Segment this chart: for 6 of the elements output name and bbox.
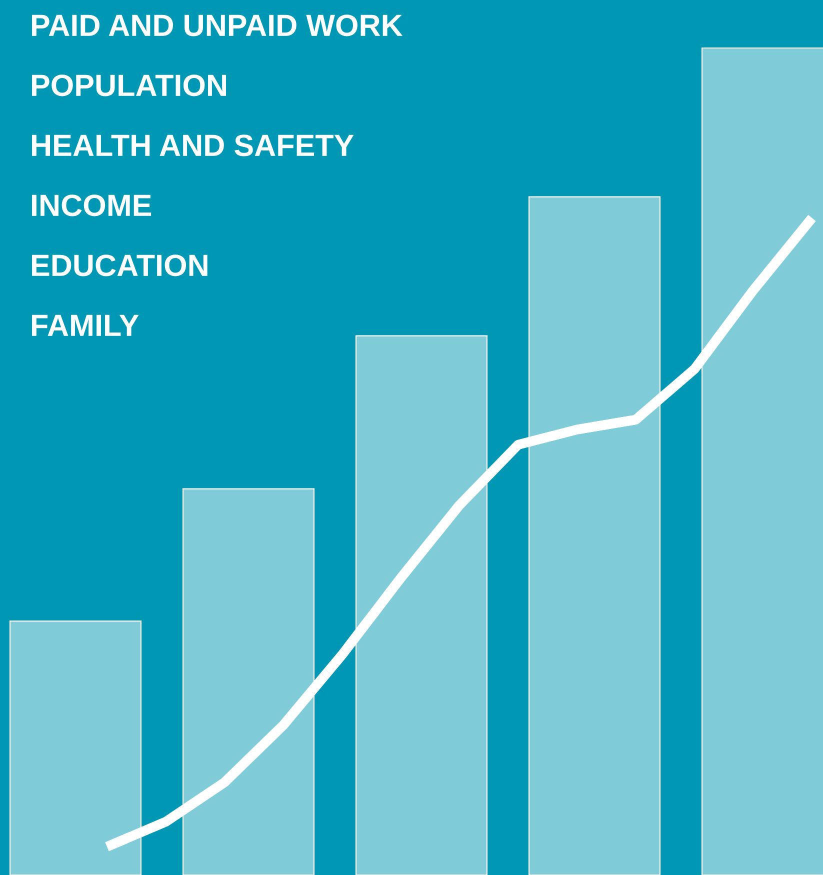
- annotation: FAMILY: [32, 314, 139, 336]
- text: PAID AND UNPAID WORK: [32, 14, 403, 36]
- annotation: EDUCATION: [32, 254, 208, 276]
- annotation: POPULATION: [32, 74, 226, 96]
- annotation: HEALTH AND SAFETY: [32, 134, 354, 156]
- annotation: INCOME: [32, 194, 152, 216]
